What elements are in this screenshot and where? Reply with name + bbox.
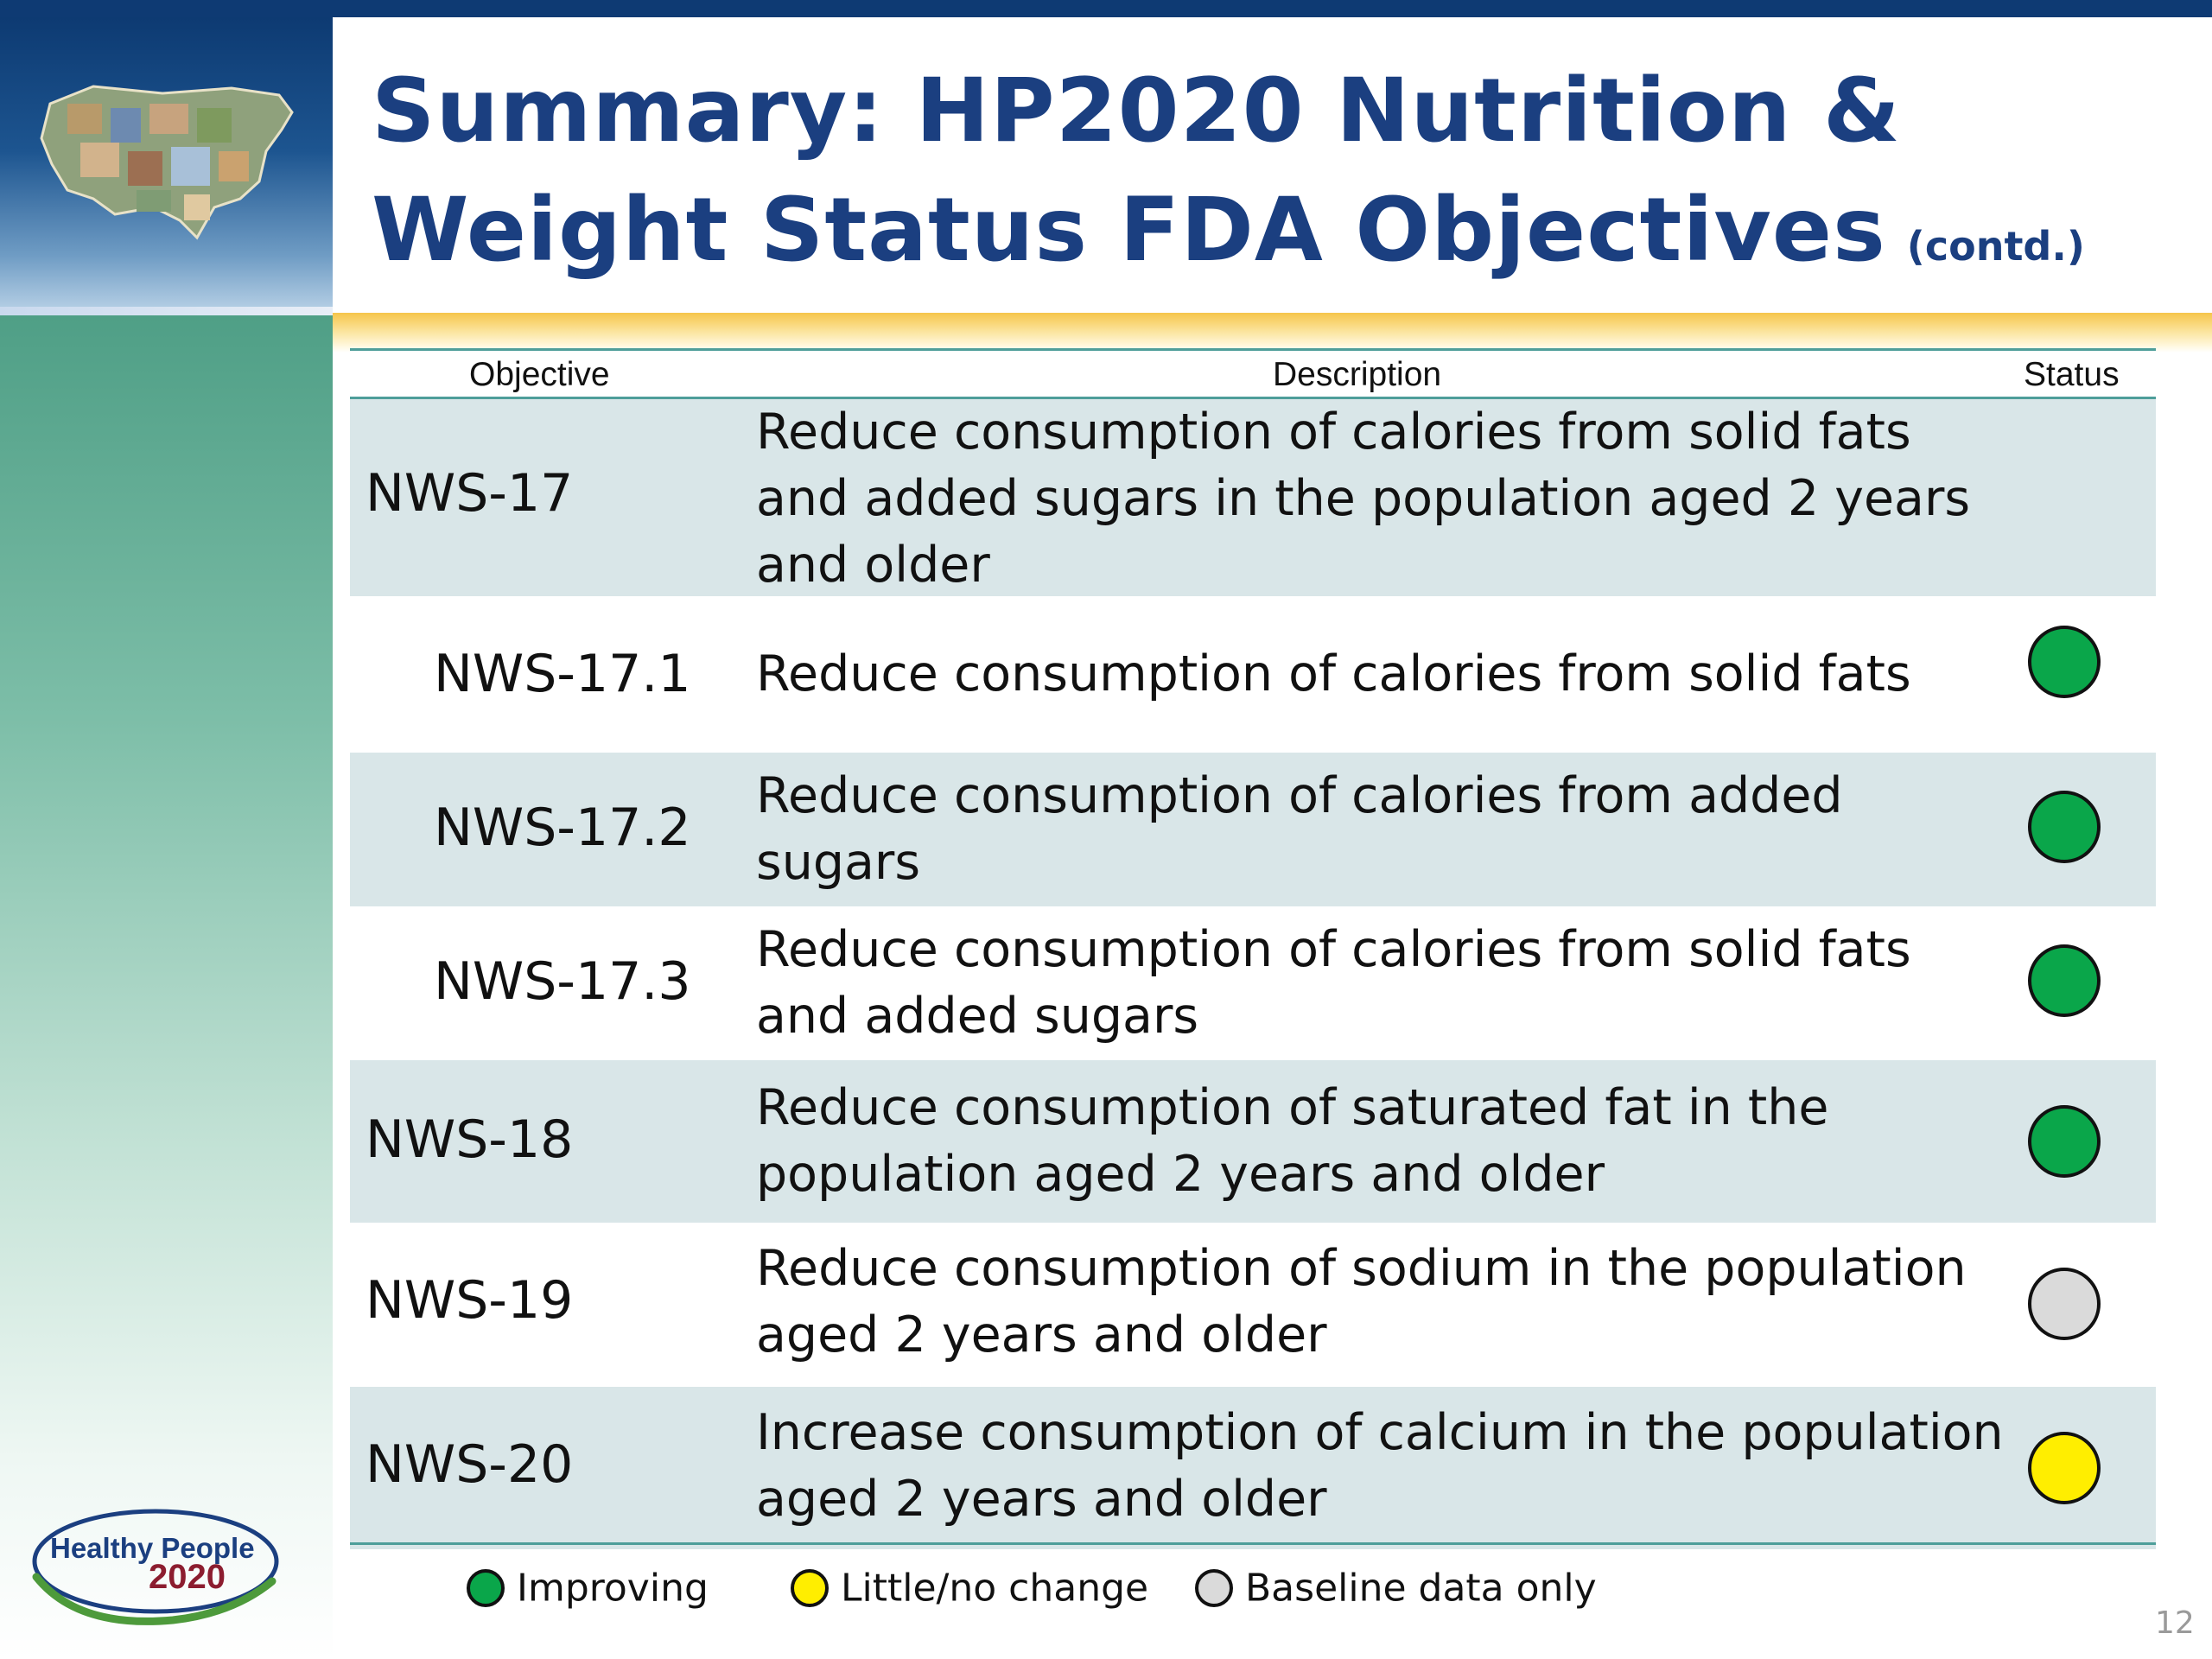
sidebar-gradient-panel [0, 315, 333, 1659]
objective-cell: NWS-20 [365, 1434, 574, 1495]
table-row: NWS-17.2 Reduce consumption of calories … [350, 753, 2156, 906]
table-row: NWS-17.3 Reduce consumption of calories … [350, 906, 2156, 1060]
legend-item-improving: Improving [467, 1564, 709, 1611]
header-status: Status [2024, 356, 2120, 393]
objective-cell: NWS-17.2 [434, 798, 691, 858]
table-row: NWS-19 Reduce consumption of sodium in t… [350, 1223, 2156, 1387]
objective-cell: NWS-17.1 [434, 644, 691, 704]
legend-item-baseline: Baseline data only [1195, 1564, 1597, 1611]
yellow-circle-icon [791, 1569, 829, 1607]
title-suffix: (contd.) [1906, 223, 2085, 270]
table-header: Objective Description Status [350, 348, 2156, 399]
logo-swoosh-icon [32, 1509, 279, 1625]
table-row: NWS-20 Increase consumption of calcium i… [350, 1387, 2156, 1549]
title-underline-accent [333, 313, 2212, 353]
description-cell: Reduce consumption of calories from soli… [756, 645, 1911, 702]
status-little-change-icon [2028, 1432, 2101, 1504]
legend-label: Little/no change [841, 1566, 1149, 1611]
logo-line-2: 2020 [149, 1558, 226, 1596]
objective-cell: NWS-17 [365, 463, 574, 524]
legend-label: Improving [517, 1566, 709, 1611]
objectives-table: Objective Description Status NWS-17 Redu… [350, 348, 2156, 1549]
us-map-collage-image [40, 85, 294, 240]
description-cell: Reduce consumption of calories from soli… [756, 404, 1971, 594]
status-improving-icon [2028, 944, 2101, 1017]
description-cell: Reduce consumption of calories from adde… [756, 767, 1843, 891]
green-circle-icon [467, 1569, 505, 1607]
description-cell: Increase consumption of calcium in the p… [756, 1404, 2004, 1528]
legend-item-little-change: Little/no change [791, 1564, 1148, 1611]
status-improving-icon [2028, 791, 2101, 863]
status-baseline-icon [2028, 1268, 2101, 1340]
description-cell: Reduce consumption of calories from soli… [756, 921, 1911, 1045]
table-row: NWS-18 Reduce consumption of saturated f… [350, 1060, 2156, 1223]
status-improving-icon [2028, 626, 2101, 698]
logo-line-1: Healthy People [50, 1532, 255, 1564]
page-number: 12 [2155, 1605, 2195, 1641]
status-improving-icon [2028, 1105, 2101, 1178]
legend-label: Baseline data only [1245, 1566, 1597, 1611]
objective-cell: NWS-17.3 [434, 951, 691, 1012]
title-line-2: Weight Status FDA Objectives [372, 179, 1886, 282]
slide-title: Summary: HP2020 Nutrition & Weight Statu… [372, 52, 2085, 306]
sidebar-divider [0, 307, 333, 317]
top-bar [0, 0, 2212, 17]
table-bottom-rule [350, 1542, 2156, 1545]
table-row: NWS-17 Reduce consumption of calories fr… [350, 399, 2156, 596]
gray-circle-icon [1195, 1569, 1233, 1607]
header-description: Description [1273, 356, 1442, 393]
table-row: NWS-17.1 Reduce consumption of calories … [350, 596, 2156, 753]
objective-cell: NWS-18 [365, 1109, 574, 1170]
description-cell: Reduce consumption of saturated fat in t… [756, 1079, 1829, 1203]
healthy-people-logo: Healthy People 2020 [26, 1499, 285, 1629]
objective-cell: NWS-19 [365, 1270, 574, 1331]
description-cell: Reduce consumption of sodium in the popu… [756, 1240, 1967, 1363]
header-objective: Objective [469, 356, 610, 393]
title-line-1: Summary: HP2020 Nutrition & [372, 60, 1901, 162]
